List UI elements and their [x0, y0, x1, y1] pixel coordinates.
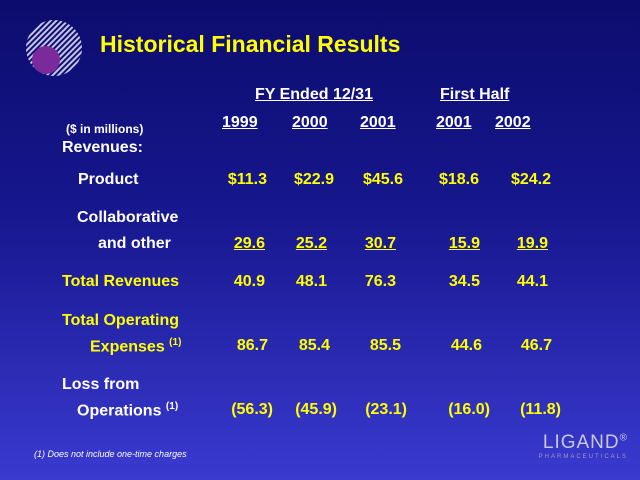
logo-registered: ®	[619, 432, 628, 444]
collab-value: 19.9	[516, 235, 548, 252]
opex-value: 85.5	[369, 337, 401, 354]
collab-value: 29.6	[233, 235, 265, 252]
year-header-1999: 1999	[222, 114, 258, 131]
loss-footnote-marker: (1)	[165, 401, 179, 412]
loss-value: (11.8)	[520, 401, 561, 418]
product-label: Product	[78, 171, 139, 188]
opex-value: 46.7	[520, 337, 552, 354]
total-revenues-value: 76.3	[364, 273, 396, 290]
loss-value: (45.9)	[295, 401, 337, 418]
opex-footnote-marker: (1)	[169, 337, 182, 348]
year-header-2001-h1: 2001	[436, 114, 472, 131]
opex-value: 44.6	[450, 337, 482, 354]
opex-value: 86.7	[236, 337, 268, 354]
logo-name: LIGAND	[542, 432, 620, 453]
first-half-header: First Half	[440, 86, 510, 103]
units-label: ($ in millions)	[66, 122, 144, 136]
opex-label-line2: Expenses (1)	[90, 337, 181, 356]
product-value: $18.6	[438, 171, 479, 188]
total-revenues-value: 34.5	[448, 273, 480, 290]
loss-value: (56.3)	[231, 401, 273, 418]
company-logo: LIGAND® PHARMACEUTICALS	[539, 432, 628, 460]
loss-value: (23.1)	[365, 401, 407, 418]
collab-value: 30.7	[364, 235, 396, 252]
opex-value: 85.4	[298, 337, 330, 354]
footnote: (1) Does not include one-time charges	[34, 449, 187, 459]
product-value: $22.9	[293, 171, 334, 188]
year-header-2000: 2000	[292, 114, 328, 131]
year-header-2002-h1: 2002	[495, 114, 531, 131]
collab-label-line2: and other	[98, 235, 171, 252]
corner-logo-icon	[26, 20, 82, 76]
product-value: $45.6	[362, 171, 403, 188]
total-revenues-label: Total Revenues	[62, 273, 180, 290]
opex-label-text: Expenses	[90, 338, 165, 356]
total-revenues-value: 44.1	[516, 273, 548, 290]
loss-label-line1: Loss from	[62, 376, 140, 393]
collab-value: 15.9	[448, 235, 480, 252]
product-value: $24.2	[510, 171, 551, 188]
total-revenues-value: 48.1	[295, 273, 327, 290]
product-value: $11.3	[227, 171, 267, 188]
loss-label-text: Operations	[77, 402, 162, 420]
logo-wordmark: LIGAND®	[539, 432, 628, 454]
revenues-label: Revenues:	[62, 139, 143, 156]
loss-value: (16.0)	[448, 401, 490, 418]
logo-tagline: PHARMACEUTICALS	[538, 454, 628, 460]
collab-value: 25.2	[295, 235, 327, 252]
collab-label-line1: Collaborative	[77, 209, 179, 226]
total-revenues-value: 40.9	[233, 273, 265, 290]
opex-label-line1: Total Operating	[62, 312, 180, 329]
fy-group-header: FY Ended 12/31	[255, 86, 373, 103]
year-header-2001: 2001	[360, 114, 396, 131]
loss-label-line2: Operations (1)	[77, 401, 178, 420]
slide-title: Historical Financial Results	[100, 31, 401, 57]
